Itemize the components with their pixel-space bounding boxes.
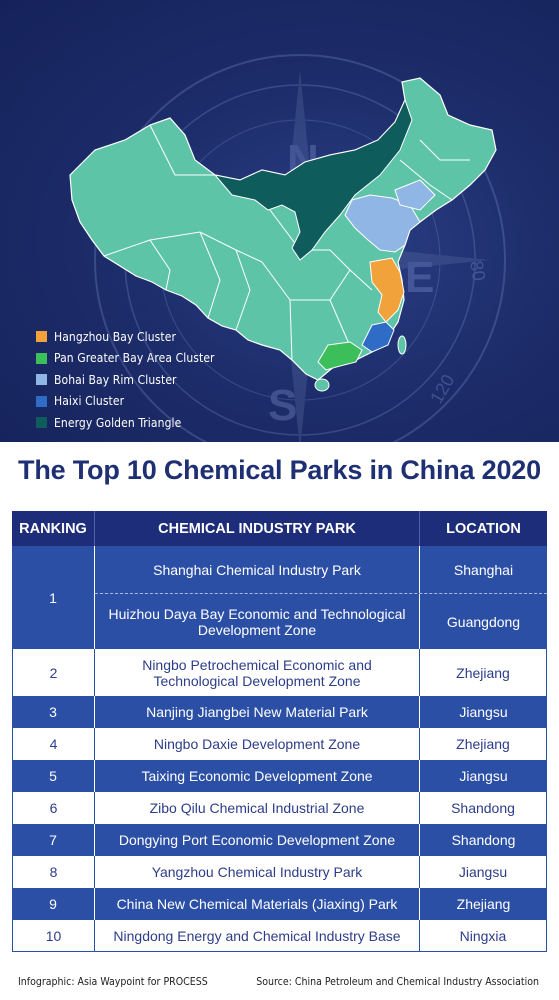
rank-cell: 2 [13,649,95,696]
location-cell: Guangdong [446,613,521,630]
rank-1-entries: Shanghai Chemical Industry Park Shanghai… [95,546,547,649]
energy-golden-triangle-region [213,98,413,261]
legend-swatch [36,352,47,364]
legend-swatch [36,395,47,407]
location-cell: Shanghai [453,561,514,578]
park-cell: Shanghai Chemical Industry Park [95,546,420,593]
table-row: Shanghai Chemical Industry Park Shanghai [95,546,547,594]
table-row-rank-1: 1 Shanghai Chemical Industry Park Shangh… [12,546,547,649]
table-header-row: RANKING CHEMICAL INDUSTRY PARK LOCATION [12,511,547,546]
location-cell: Shandong [420,824,547,856]
park-cell: Huizhou Daya Bay Economic and Technologi… [95,594,420,649]
rank-cell: 7 [12,824,95,856]
china-cluster-map: N E S 80 120 [69,54,506,442]
park-cell: Zibo Qilu Chemical Industrial Zone [95,792,420,824]
table-row: 7 Dongying Port Economic Development Zon… [12,824,547,856]
location-cell: Jiangsu [420,696,547,728]
legend-label: Bohai Bay Rim Cluster [54,372,177,387]
rank-cell: 9 [12,888,95,920]
header-park: CHEMICAL INDUSTRY PARK [95,511,420,546]
table-row: 6 Zibo Qilu Chemical Industrial Zone Sha… [12,792,547,824]
rank-cell: 5 [12,760,95,792]
legend-label: Hangzhou Bay Cluster [54,329,176,344]
table-row: 3 Nanjing Jiangbei New Material Park Jia… [12,696,547,728]
park-cell: Dongying Port Economic Development Zone [95,824,420,856]
footer-source: Source: China Petroleum and Chemical Ind… [256,976,539,988]
page-title: The Top 10 Chemical Parks in China 2020 [18,455,541,485]
legend-label: Pan Greater Bay Area Cluster [54,351,215,366]
compass-letter-e: E [405,253,434,302]
legend-label: Haixi Cluster [54,394,125,409]
bohai-liaoning-region [394,179,436,211]
rank-cell: 4 [13,728,95,760]
park-cell: Taixing Economic Development Zone [95,760,420,792]
taiwan-island [397,335,407,355]
rank-cell: 10 [13,920,95,951]
table-row: 4 Ningbo Daxie Development Zone Zhejiang [12,728,547,760]
rank-cell: 3 [12,696,95,728]
legend-label: Energy Golden Triangle [54,415,182,430]
legend-swatch [36,374,47,386]
legend-item-energy-triangle: Energy Golden Triangle [36,412,215,434]
legend-item-haixi: Haixi Cluster [36,391,215,413]
table-row: Huizhou Daya Bay Economic and Technologi… [95,594,547,649]
park-cell: Ningbo Daxie Development Zone [95,728,420,760]
location-cell: Ningxia [420,920,546,951]
legend-item-pan-greater-bay: Pan Greater Bay Area Cluster [36,348,215,370]
location-cell: Jiangsu [420,760,547,792]
hainan-island [314,378,330,392]
pan-greater-bay-region [317,341,363,371]
footer-credit: Infographic: Asia Waypoint for PROCESS [18,976,208,988]
legend-swatch [36,417,47,429]
park-cell: Ningdong Energy and Chemical Industry Ba… [95,920,420,951]
location-cell: Zhejiang [420,649,546,696]
chemical-parks-table: RANKING CHEMICAL INDUSTRY PARK LOCATION … [12,511,547,952]
table-row: 10 Ningdong Energy and Chemical Industry… [12,920,547,952]
header-ranking: RANKING [12,511,95,546]
map-panel: N E S 80 120 [0,0,559,442]
park-cell: Nanjing Jiangbei New Material Park [95,696,420,728]
location-cell: Jiangsu [420,856,546,888]
location-cell: Zhejiang [420,888,547,920]
header-location: LOCATION [420,511,547,546]
park-cell: Yangzhou Chemical Industry Park [95,856,420,888]
haixi-region [361,321,395,353]
legend-item-hangzhou: Hangzhou Bay Cluster [36,326,215,348]
rank-cell: 1 [12,546,95,649]
rank-cell: 6 [13,792,95,824]
compass-number-80: 80 [466,259,489,282]
table-row: 2 Ningbo Petrochemical Economic and Tech… [12,649,547,696]
compass-letter-s: S [268,381,297,430]
rank-cell: 8 [13,856,95,888]
legend-swatch [36,331,47,343]
table-row: 9 China New Chemical Materials (Jiaxing)… [12,888,547,920]
map-legend: Hangzhou Bay Cluster Pan Greater Bay Are… [36,326,215,434]
table-row: 5 Taixing Economic Development Zone Jian… [12,760,547,792]
legend-item-bohai: Bohai Bay Rim Cluster [36,369,215,391]
bohai-bay-rim-region [344,194,421,253]
hangzhou-bay-region [369,257,405,323]
location-cell: Zhejiang [420,728,546,760]
location-cell: Shandong [420,792,546,824]
table-row: 8 Yangzhou Chemical Industry Park Jiangs… [12,856,547,888]
park-cell: China New Chemical Materials (Jiaxing) P… [95,888,420,920]
park-cell: Ningbo Petrochemical Economic and Techno… [95,649,420,696]
